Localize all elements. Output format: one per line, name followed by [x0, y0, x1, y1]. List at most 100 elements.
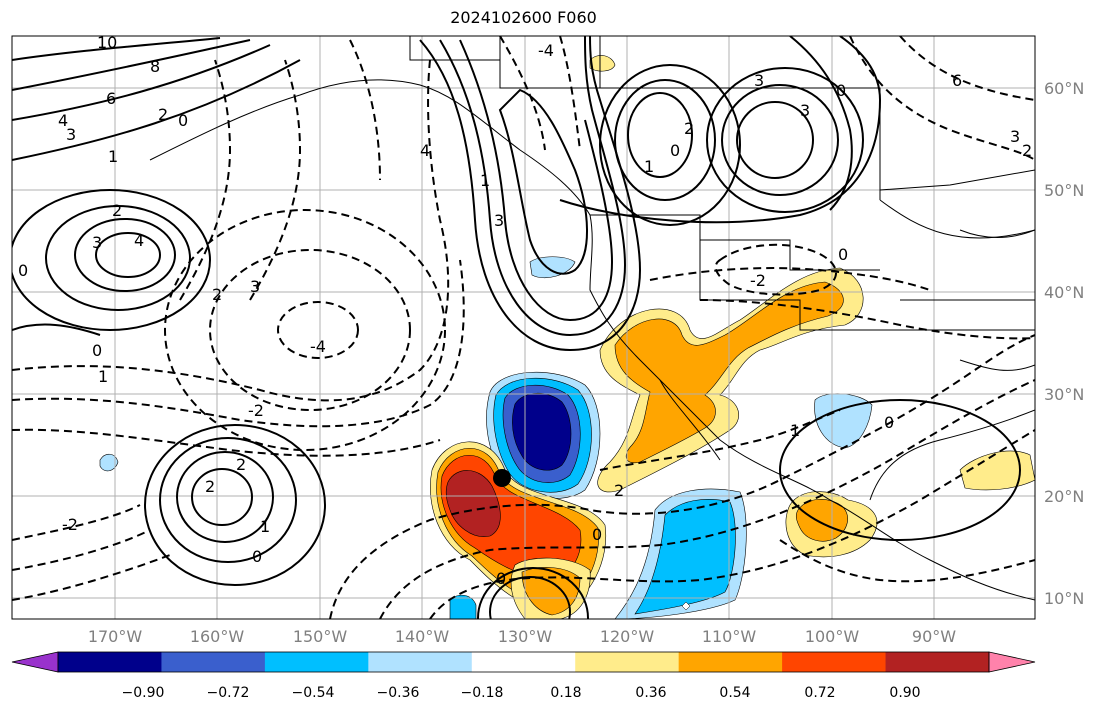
contour-label: 2 — [236, 455, 246, 474]
colorbar-segment — [58, 652, 162, 672]
lon-label: 150°W — [293, 627, 348, 646]
contour-label: 0 — [92, 341, 102, 360]
contour-label: 1 — [480, 171, 490, 190]
contour-label: 10 — [97, 33, 117, 52]
contour-label: 0 — [838, 245, 848, 264]
contour-label: 6 — [952, 71, 962, 90]
lon-label: 100°W — [805, 627, 860, 646]
longitude-labels: 170°W 160°W 150°W 140°W 130°W 120°W 110°… — [88, 627, 956, 646]
contour-label: 0 — [592, 525, 602, 544]
coastlines — [149, 36, 1035, 601]
lat-label: 60°N — [1044, 79, 1084, 98]
map-area: 10 8 6 4 3 2 0 1 2 3 4 0 0 1 2 3 -4 -2 2… — [12, 33, 1035, 619]
lat-label: 50°N — [1044, 181, 1084, 200]
colorbar-tick-label: 0.72 — [804, 685, 835, 701]
colorbar-tick-label: −0.54 — [292, 685, 335, 701]
contour-label: 0 — [496, 569, 506, 588]
lon-label: 90°W — [912, 627, 956, 646]
lat-label: 20°N — [1044, 487, 1084, 506]
lon-label: 140°W — [395, 627, 450, 646]
contour-label: 0 — [18, 261, 28, 280]
contour-label: 4 — [134, 231, 144, 250]
colorbar-tick-label: 0.18 — [550, 685, 581, 701]
map-title: 2024102600 F060 — [450, 8, 597, 27]
contour-label: 0 — [836, 81, 846, 100]
shade-positive-max — [445, 470, 501, 537]
colorbar-segment — [678, 652, 783, 672]
contour-label: 1 — [98, 367, 108, 386]
colorbar-tick-label: 0.36 — [635, 685, 666, 701]
shade-band-mid — [614, 281, 844, 464]
contour-label: -2 — [62, 515, 78, 534]
shade-patch-a-mid — [795, 499, 848, 542]
contour-label: 1 — [108, 147, 118, 166]
lat-label: 30°N — [1044, 385, 1084, 404]
colorbar-tick-label: 0.54 — [719, 685, 750, 701]
colorbar-labels: −0.90 −0.72 −0.54 −0.36 −0.18 0.18 0.36 … — [122, 685, 921, 701]
contour-label: 3 — [754, 71, 764, 90]
contour-label: 3 — [250, 277, 260, 296]
colorbar — [11, 651, 1036, 673]
map-frame — [11, 35, 1036, 620]
colorbar-segment — [782, 652, 887, 672]
contour-labels: 10 8 6 4 3 2 0 1 2 3 4 0 0 1 2 3 -4 -2 2… — [18, 33, 1032, 588]
colorbar-tick-label: −0.90 — [122, 685, 165, 701]
shade-blue-e — [449, 594, 477, 619]
lat-label: 10°N — [1044, 589, 1084, 608]
shade-patch-b — [959, 450, 1035, 491]
contour-label: 1 — [790, 421, 800, 440]
contour-label: -4 — [310, 337, 326, 356]
contour-label: 3 — [66, 125, 76, 144]
contour-label: 3 — [494, 211, 504, 230]
contour-label: 1 — [644, 157, 654, 176]
contour-label: 0 — [178, 111, 188, 130]
lat-label: 40°N — [1044, 283, 1084, 302]
contour-label: 2 — [614, 481, 624, 500]
contour-label: -2 — [750, 271, 766, 290]
contour-label: 2 — [684, 119, 694, 138]
colorbar-tick-label: −0.72 — [207, 685, 250, 701]
shade-patch-d-mid — [521, 567, 581, 616]
colorbar-tick-label: −0.18 — [461, 685, 504, 701]
contour-label: 4 — [58, 111, 68, 130]
contour-label: 2 — [112, 201, 122, 220]
contour-label: 1 — [260, 517, 270, 536]
shading-layer — [99, 55, 1035, 619]
contour-label: 6 — [106, 89, 116, 108]
colorbar-segment — [575, 652, 680, 672]
lon-label: 160°W — [190, 627, 245, 646]
colorbar-segment — [264, 652, 369, 672]
storm-center-marker — [493, 469, 511, 487]
map-gridlines — [12, 36, 1035, 619]
colorbar-extend-high — [988, 651, 1036, 673]
contour-label: 3 — [92, 233, 102, 252]
colorbar-tick-label: −0.36 — [377, 685, 420, 701]
contours-positive — [12, 36, 1021, 619]
latitude-labels: 60°N 50°N 40°N 30°N 20°N 10°N — [1044, 79, 1084, 608]
shade-negative-max — [512, 392, 572, 471]
contour-label: 0 — [884, 413, 894, 432]
contours-negative — [12, 36, 1035, 619]
lon-label: 130°W — [498, 627, 553, 646]
shade-blue-c — [99, 453, 119, 472]
colorbar-segment — [161, 652, 266, 672]
contour-label: 8 — [150, 57, 160, 76]
contour-label: 2 — [158, 105, 168, 124]
contour-label: 4 — [420, 141, 430, 160]
contour-label: 3 — [800, 101, 810, 120]
colorbar-extend-low — [11, 651, 59, 673]
contour-label: 2 — [1022, 141, 1032, 160]
island-marker — [681, 601, 691, 611]
colorbar-segment — [885, 652, 990, 672]
lon-label: 170°W — [88, 627, 143, 646]
contour-label: -4 — [538, 41, 554, 60]
contour-label: 2 — [212, 285, 222, 304]
shade-patch-c — [589, 55, 616, 72]
lon-label: 120°W — [600, 627, 655, 646]
colorbar-segment — [368, 652, 473, 672]
contour-label: 2 — [205, 477, 215, 496]
colorbar-tick-label: 0.90 — [889, 685, 920, 701]
contour-label: -2 — [248, 401, 264, 420]
colorbar-segment — [471, 652, 576, 672]
